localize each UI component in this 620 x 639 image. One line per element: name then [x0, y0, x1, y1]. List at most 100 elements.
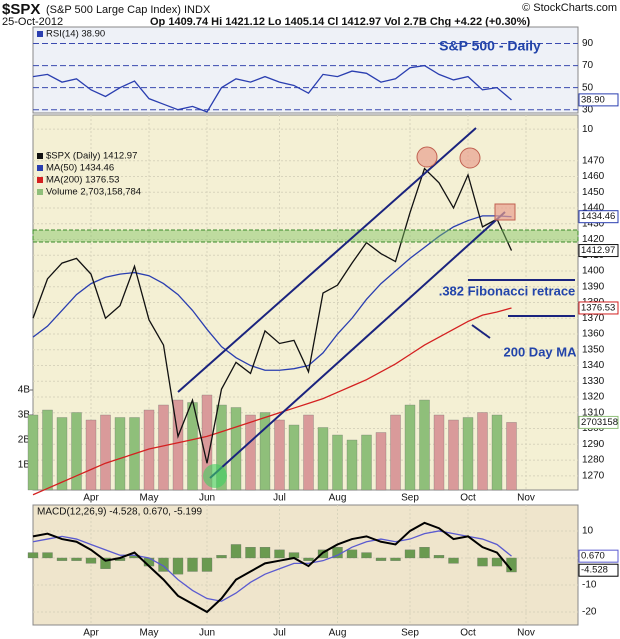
value-label: 2703158	[581, 417, 618, 428]
symbol: $SPX	[2, 1, 40, 18]
bar	[100, 414, 111, 491]
bar	[303, 414, 314, 491]
y2-tick-label: 1B	[18, 460, 31, 471]
x-tick-label: Sep	[401, 493, 419, 504]
y2-tick-label: 4B	[18, 385, 31, 396]
legend-swatch	[37, 165, 43, 171]
bar	[274, 549, 285, 559]
y-tick-label: 1290	[582, 439, 605, 450]
bar	[462, 417, 474, 491]
y-tick-label: 1270	[582, 470, 605, 481]
value-box	[578, 563, 619, 577]
series-line	[32, 167, 513, 464]
bar	[361, 552, 372, 559]
bar	[158, 404, 169, 491]
value-label: 0.670	[581, 551, 605, 562]
legend-swatch	[37, 31, 43, 37]
bar	[375, 432, 387, 491]
bar	[404, 549, 416, 559]
bar	[259, 547, 271, 559]
channel-upper	[177, 127, 477, 393]
bar	[448, 419, 459, 491]
bar	[85, 557, 97, 564]
bar	[491, 414, 503, 491]
bar	[288, 424, 300, 491]
y2-tick-label: 2B	[18, 435, 31, 446]
legend-swatch	[37, 153, 43, 159]
series-line	[32, 64, 512, 113]
bar	[201, 557, 213, 572]
y-tick-label: 1310	[582, 407, 605, 418]
x-tick-label: Aug	[329, 493, 347, 504]
value-label: 1412.97	[581, 245, 615, 256]
value-box	[578, 244, 619, 258]
credit: © StockCharts.com	[522, 2, 617, 14]
y-tick-label: 70	[582, 60, 594, 71]
bar	[42, 552, 53, 559]
y-tick-label: 1400	[582, 266, 605, 277]
top-marker	[416, 146, 438, 168]
break-marker	[494, 203, 516, 221]
y-tick-label: 1360	[582, 329, 605, 340]
x-tick-label: Oct	[460, 628, 476, 639]
bar	[346, 549, 358, 559]
pointer	[471, 324, 491, 339]
y-tick-label: 50	[582, 82, 594, 93]
top-marker	[459, 147, 481, 169]
support-zone	[32, 229, 579, 243]
value-label: 1376.53	[581, 302, 615, 313]
y-tick-label: 1390	[582, 281, 605, 292]
value-box	[578, 301, 619, 315]
x-tick-label: Jul	[273, 628, 286, 639]
bar	[230, 544, 242, 559]
index-name: (S&P 500 Large Cap Index) INDX	[46, 4, 211, 16]
bar	[375, 557, 387, 561]
y-tick-label: 1320	[582, 392, 605, 403]
series-line	[32, 521, 513, 614]
bar	[172, 399, 184, 491]
y-tick-label: 30	[582, 104, 594, 115]
bar	[245, 547, 256, 559]
y-tick-label: 90	[582, 38, 594, 49]
drawings	[32, 127, 579, 488]
bar	[71, 557, 82, 561]
date: 25-Oct-2012	[2, 16, 63, 28]
value-label: -4.528	[581, 565, 608, 576]
x-tick-label: Jun	[199, 628, 215, 639]
bar	[390, 414, 401, 491]
y-tick-label: 1460	[582, 171, 605, 182]
low-marker	[203, 464, 227, 488]
bar	[114, 417, 126, 491]
y-tick-label: 1420	[582, 234, 605, 245]
bar	[491, 557, 503, 567]
x-tick-label: May	[140, 493, 159, 504]
legend-entry: MA(50) 1434.46	[46, 163, 114, 174]
y-tick-label: -20	[582, 607, 597, 618]
bar	[419, 399, 430, 491]
y-tick-label: -10	[582, 580, 597, 591]
panels: 30 50 70 90 38.90 RSI(14) 38.90 S&P 500 - Dail…	[18, 26, 619, 639]
x-tick-label: Nov	[517, 628, 535, 639]
bar	[71, 412, 82, 491]
annotation: 200 Day MA	[504, 344, 578, 359]
bar	[216, 555, 227, 559]
quote: Op 1409.74 Hi 1421.12 Lo 1405.14 Cl 1412…	[150, 16, 530, 28]
series-line	[32, 307, 512, 496]
channel-lower	[209, 211, 506, 479]
y2-tick-label: 3B	[18, 410, 31, 421]
bar	[477, 557, 488, 567]
value-label: 1434.46	[581, 211, 615, 222]
legend: MACD(12,26,9) -4.528, 0.670, -5.199	[37, 507, 203, 518]
series-line	[32, 530, 512, 602]
bar	[56, 557, 68, 561]
bar	[216, 404, 227, 491]
bar	[187, 557, 198, 572]
legend-entry: Volume 2,703,158,784	[46, 187, 141, 198]
y-tick-label: 1350	[582, 344, 605, 355]
bar	[56, 417, 68, 491]
bar	[419, 547, 430, 559]
bar	[506, 422, 517, 491]
x-tick-label: Nov	[517, 493, 535, 504]
y-tick-label: 1330	[582, 376, 605, 387]
